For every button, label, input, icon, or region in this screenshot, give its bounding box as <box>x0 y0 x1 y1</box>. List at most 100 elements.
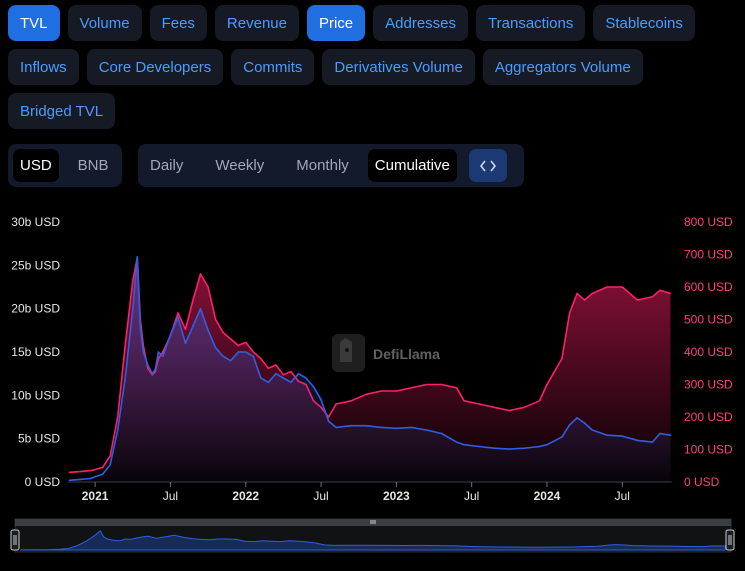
watermark: DefiLlama <box>332 334 440 372</box>
tvl-point <box>327 420 330 423</box>
tvl-point <box>109 463 111 466</box>
tab-stablecoins[interactable]: Stablecoins <box>593 5 695 41</box>
range-handle-right[interactable] <box>725 529 735 551</box>
period-weekly[interactable]: Weekly <box>215 157 265 174</box>
code-brackets-icon[interactable] <box>468 149 507 182</box>
tvl-point <box>636 439 639 442</box>
tvl-point <box>290 381 292 384</box>
price-point <box>79 470 81 473</box>
y-right-tick-label: 300 USD <box>684 378 733 392</box>
tab-tvl[interactable]: TVL <box>8 5 60 41</box>
tvl-point <box>68 479 71 482</box>
tvl-point <box>583 422 586 424</box>
price-point <box>157 357 160 360</box>
price-point <box>169 334 172 337</box>
tab-revenue[interactable]: Revenue <box>214 5 299 41</box>
metric-tabs-row-3: Bridged TVL <box>8 93 116 129</box>
price-point <box>116 416 119 418</box>
llama-logo-icon <box>332 334 365 372</box>
y-right-tick-label: 600 USD <box>684 280 733 294</box>
y-right-tick-label: 100 USD <box>684 443 733 457</box>
tvl-point <box>199 307 202 310</box>
tab-addresses[interactable]: Addresses <box>373 5 469 41</box>
price-point <box>101 466 104 469</box>
price-point <box>523 406 526 409</box>
tvl-point <box>79 478 81 481</box>
tvl-point <box>365 424 368 427</box>
x-tick-label: 2023 <box>383 489 410 503</box>
tab-inflows[interactable]: Inflows <box>8 49 79 85</box>
price-point <box>463 399 465 402</box>
tab-commits[interactable]: Commits <box>231 49 315 85</box>
tvl-point <box>94 476 96 478</box>
tvl-point <box>425 429 428 431</box>
tvl-point <box>546 443 548 446</box>
tab-fees[interactable]: Fees <box>149 5 207 41</box>
period-cumulative[interactable]: Cumulative <box>367 149 457 182</box>
price-point <box>142 344 145 347</box>
denomination-usd[interactable]: USD <box>13 149 59 182</box>
price-point <box>425 383 428 386</box>
tvl-point <box>136 255 139 258</box>
tvl-point <box>410 426 413 429</box>
tab-transactions[interactable]: Transactions <box>476 5 586 41</box>
price-point <box>199 273 202 275</box>
y-left-tick-label: 30b USD <box>11 215 60 229</box>
price-point <box>508 409 511 412</box>
tvl-point <box>621 435 624 437</box>
range-handle-left[interactable] <box>10 529 20 551</box>
price-point <box>327 416 330 418</box>
y-left-tick-label: 10b USD <box>11 388 60 402</box>
period-monthly[interactable]: Monthly <box>296 157 349 174</box>
price-line <box>69 257 671 474</box>
x-tick-label: 2024 <box>534 489 561 503</box>
tvl-point <box>440 432 443 435</box>
tvl-point <box>142 351 145 353</box>
tvl-point <box>101 473 104 476</box>
y-right-tick-label: 0 USD <box>684 475 720 489</box>
tvl-point <box>493 447 496 450</box>
price-point <box>259 357 262 360</box>
metric-tabs-row-1: TVL Volume Fees Revenue Price Addresses Transa… <box>8 5 695 41</box>
price-point <box>89 469 92 472</box>
denomination-bnb[interactable]: BNB <box>77 157 109 174</box>
tvl-point <box>192 325 194 327</box>
tab-bridged-tvl[interactable]: Bridged TVL <box>8 93 116 129</box>
tvl-point <box>259 377 262 379</box>
range-scroll-grip[interactable] <box>370 520 376 524</box>
y-left-tick-label: 25b USD <box>11 258 60 272</box>
price-point <box>162 351 164 353</box>
price-point <box>538 399 541 402</box>
tvl-point <box>214 346 217 349</box>
price-point <box>252 351 255 353</box>
tvl-point <box>455 441 458 443</box>
period-daily[interactable]: Daily <box>150 157 184 174</box>
price-point <box>636 299 639 301</box>
tvl-point <box>508 448 511 450</box>
price-point <box>576 292 578 295</box>
price-point <box>214 318 217 321</box>
tvl-point <box>157 351 160 353</box>
tvl-point <box>222 355 224 358</box>
x-tick-label: 2022 <box>232 489 259 503</box>
tab-derivatives-volume[interactable]: Derivatives Volume <box>322 49 475 85</box>
tvl-point <box>320 398 322 401</box>
price-point <box>380 390 383 392</box>
tvl-point <box>116 429 119 431</box>
tab-price[interactable]: Price <box>306 5 366 41</box>
tab-core-developers[interactable]: Core Developers <box>86 49 224 85</box>
tab-volume[interactable]: Volume <box>67 5 142 41</box>
price-point <box>395 390 398 392</box>
price-point <box>583 299 586 301</box>
tvl-point <box>297 372 300 375</box>
price-point <box>546 383 548 386</box>
price-point <box>659 289 661 292</box>
tvl-point <box>151 372 154 375</box>
range-navigator[interactable] <box>10 518 735 553</box>
price-point <box>297 380 300 383</box>
price-point <box>455 386 458 389</box>
y-right-tick-label: 400 USD <box>684 345 733 359</box>
tvl-point <box>244 351 247 353</box>
tab-aggregators-volume[interactable]: Aggregators Volume <box>482 49 643 85</box>
